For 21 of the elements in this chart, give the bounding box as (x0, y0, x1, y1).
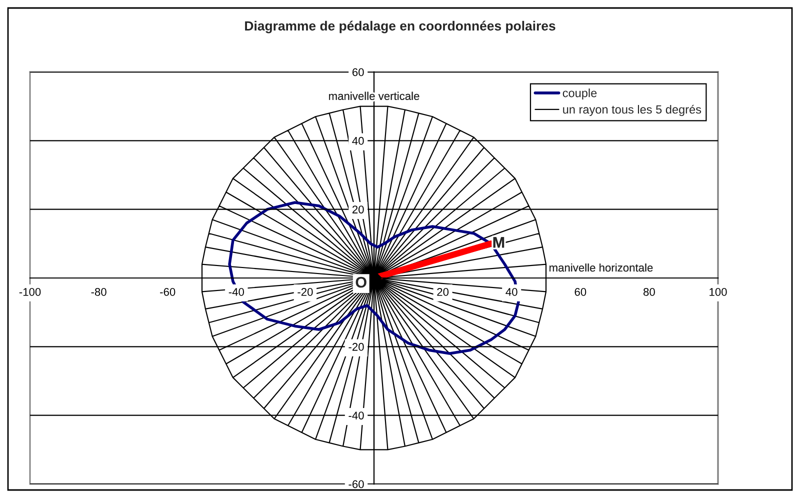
y-tick-label: 20 (352, 206, 364, 214)
y-tick-label: -60 (348, 480, 364, 488)
annotation: manivelle horizontale (550, 263, 653, 272)
x-tick-label: 20 (437, 288, 449, 296)
x-tick-label: 100 (710, 288, 727, 296)
y-tick-label: -40 (348, 412, 364, 420)
y-tick-label: -20 (348, 342, 364, 351)
legend-label: un rayon tous les 5 degrés (563, 104, 702, 116)
x-tick-label: 60 (574, 288, 586, 296)
y-tick-label: 40 (352, 136, 364, 145)
x-tick-label: -40 (228, 288, 244, 296)
x-tick-label: 80 (644, 288, 655, 296)
x-tick-label: 40 (506, 288, 518, 296)
x-tick-label: -100 (19, 288, 41, 296)
chart-title: Diagramme de pédalage en coordonnées polaires (245, 20, 556, 34)
x-tick-label: -60 (160, 288, 176, 296)
x-tick-label: -20 (298, 288, 313, 296)
x-tick-label: -80 (91, 288, 106, 296)
y-tick-label: 60 (352, 68, 364, 76)
legend-label: couple (562, 88, 597, 100)
annotation: O (356, 276, 366, 288)
